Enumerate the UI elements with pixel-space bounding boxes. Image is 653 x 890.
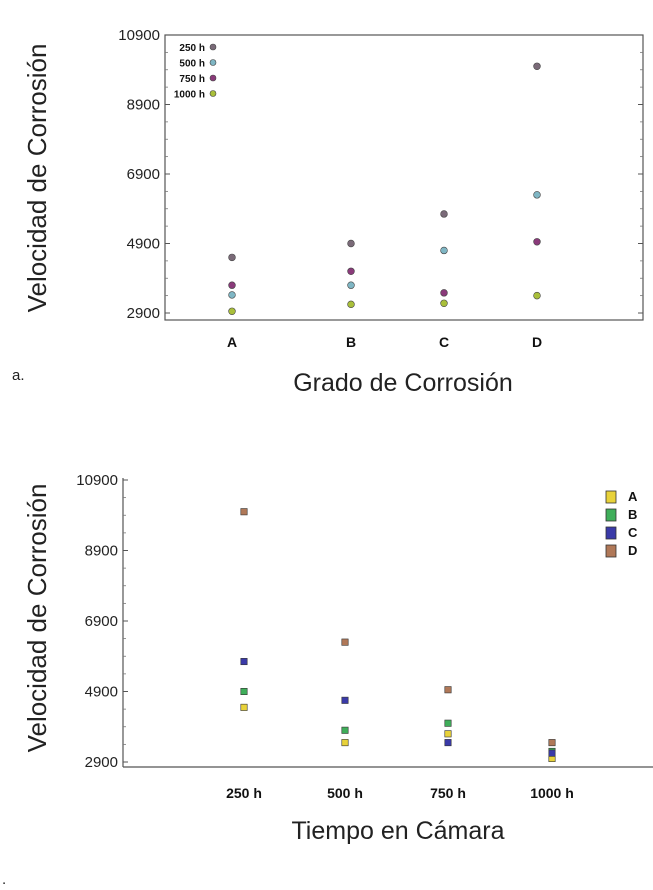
chart-a-x-axis-label: Grado de Corrosión: [293, 369, 513, 397]
y-tick-label: 8900: [85, 543, 118, 560]
x-tick-label: 750 h: [430, 785, 466, 801]
chart-b-points: [240, 508, 556, 762]
chart-a-panel-label: a.: [12, 367, 25, 384]
data-point: [240, 508, 248, 516]
data-point: [347, 281, 355, 289]
data-point: [533, 62, 541, 70]
x-tick-label: A: [227, 334, 237, 350]
legend-marker: [209, 74, 217, 82]
legend-label: 250 h: [179, 43, 205, 54]
chart-a-points: [228, 62, 541, 315]
data-point: [533, 238, 541, 246]
chart-b-x-axis-label: Tiempo en Cámara: [291, 817, 504, 845]
data-point: [533, 291, 541, 300]
data-point: [240, 658, 248, 666]
y-tick-label: 6900: [127, 166, 160, 183]
legend-label: C: [628, 525, 638, 540]
y-tick-label: 10900: [76, 472, 118, 489]
data-point: [341, 696, 349, 704]
chart-b-y-axis-label: Velocidad de Corrosión: [22, 484, 52, 753]
legend-label: D: [628, 543, 637, 558]
legend-label: 500 h: [179, 59, 205, 70]
y-tick-label: 8900: [127, 97, 160, 114]
data-point: [347, 267, 355, 275]
data-point: [440, 246, 448, 255]
legend-label: 1000 h: [174, 90, 205, 101]
legend-marker: [605, 508, 617, 522]
chart-a-plot-frame: [164, 34, 644, 321]
y-tick-label: 2900: [85, 754, 118, 771]
x-tick-label: 1000 h: [530, 785, 574, 801]
legend-marker: [209, 59, 217, 66]
legend-marker: [209, 43, 217, 51]
data-point: [341, 638, 349, 646]
data-point: [548, 749, 556, 757]
chart-b-y-ticks: 2900 4900 6900 8900 10900: [76, 472, 128, 771]
data-point: [440, 299, 448, 307]
data-point: [444, 686, 452, 694]
legend-marker: [209, 90, 217, 97]
data-point: [228, 253, 236, 262]
data-point: [548, 739, 556, 747]
x-tick-label: C: [439, 334, 449, 350]
data-point: [341, 726, 349, 734]
legend-label: A: [628, 489, 638, 504]
chart-a-y-axis-label: Velocidad de Corrosión: [22, 44, 52, 313]
x-tick-label: B: [346, 334, 356, 350]
data-point: [228, 307, 236, 315]
chart-a-y-ticks: 2900 4900 6900 8900 10900: [118, 27, 643, 322]
data-point: [444, 739, 452, 747]
data-point: [533, 191, 541, 199]
data-point: [347, 300, 355, 309]
data-point: [440, 210, 448, 218]
data-point: [444, 730, 452, 738]
chart-a-legend: 250 h 500 h 750 h 1000 h: [174, 43, 217, 101]
legend-marker: [605, 544, 617, 558]
data-point: [228, 291, 236, 299]
data-point: [440, 289, 448, 297]
y-tick-label: 6900: [85, 613, 118, 630]
x-tick-label: D: [532, 334, 542, 350]
legend-marker: [605, 526, 617, 540]
data-point: [444, 719, 452, 727]
legend-marker: [605, 490, 617, 504]
data-point: [347, 239, 355, 248]
chart-b-axes: [122, 478, 653, 768]
data-point: [240, 703, 248, 711]
chart-b: Velocidad de Corrosión 2900 4900 6900 8900 1…: [2, 472, 653, 888]
y-tick-label: 4900: [127, 236, 160, 253]
chart-b-panel-label: .: [2, 871, 6, 888]
chart-a-x-ticks: A B C D: [227, 334, 542, 350]
chart-a: Velocidad de Corrosión 2900 4900 6900 8900 1…: [12, 27, 644, 397]
y-tick-label: 2900: [127, 305, 160, 322]
chart-b-x-ticks: 250 h 500 h 750 h 1000 h: [226, 785, 574, 801]
legend-label: B: [628, 507, 637, 522]
data-point: [341, 739, 349, 747]
x-tick-label: 500 h: [327, 785, 363, 801]
legend-label: 750 h: [179, 74, 205, 85]
x-tick-label: 250 h: [226, 785, 262, 801]
data-point: [228, 281, 236, 289]
data-point: [240, 687, 248, 695]
y-tick-label: 4900: [85, 684, 118, 701]
y-tick-label: 10900: [118, 27, 160, 44]
